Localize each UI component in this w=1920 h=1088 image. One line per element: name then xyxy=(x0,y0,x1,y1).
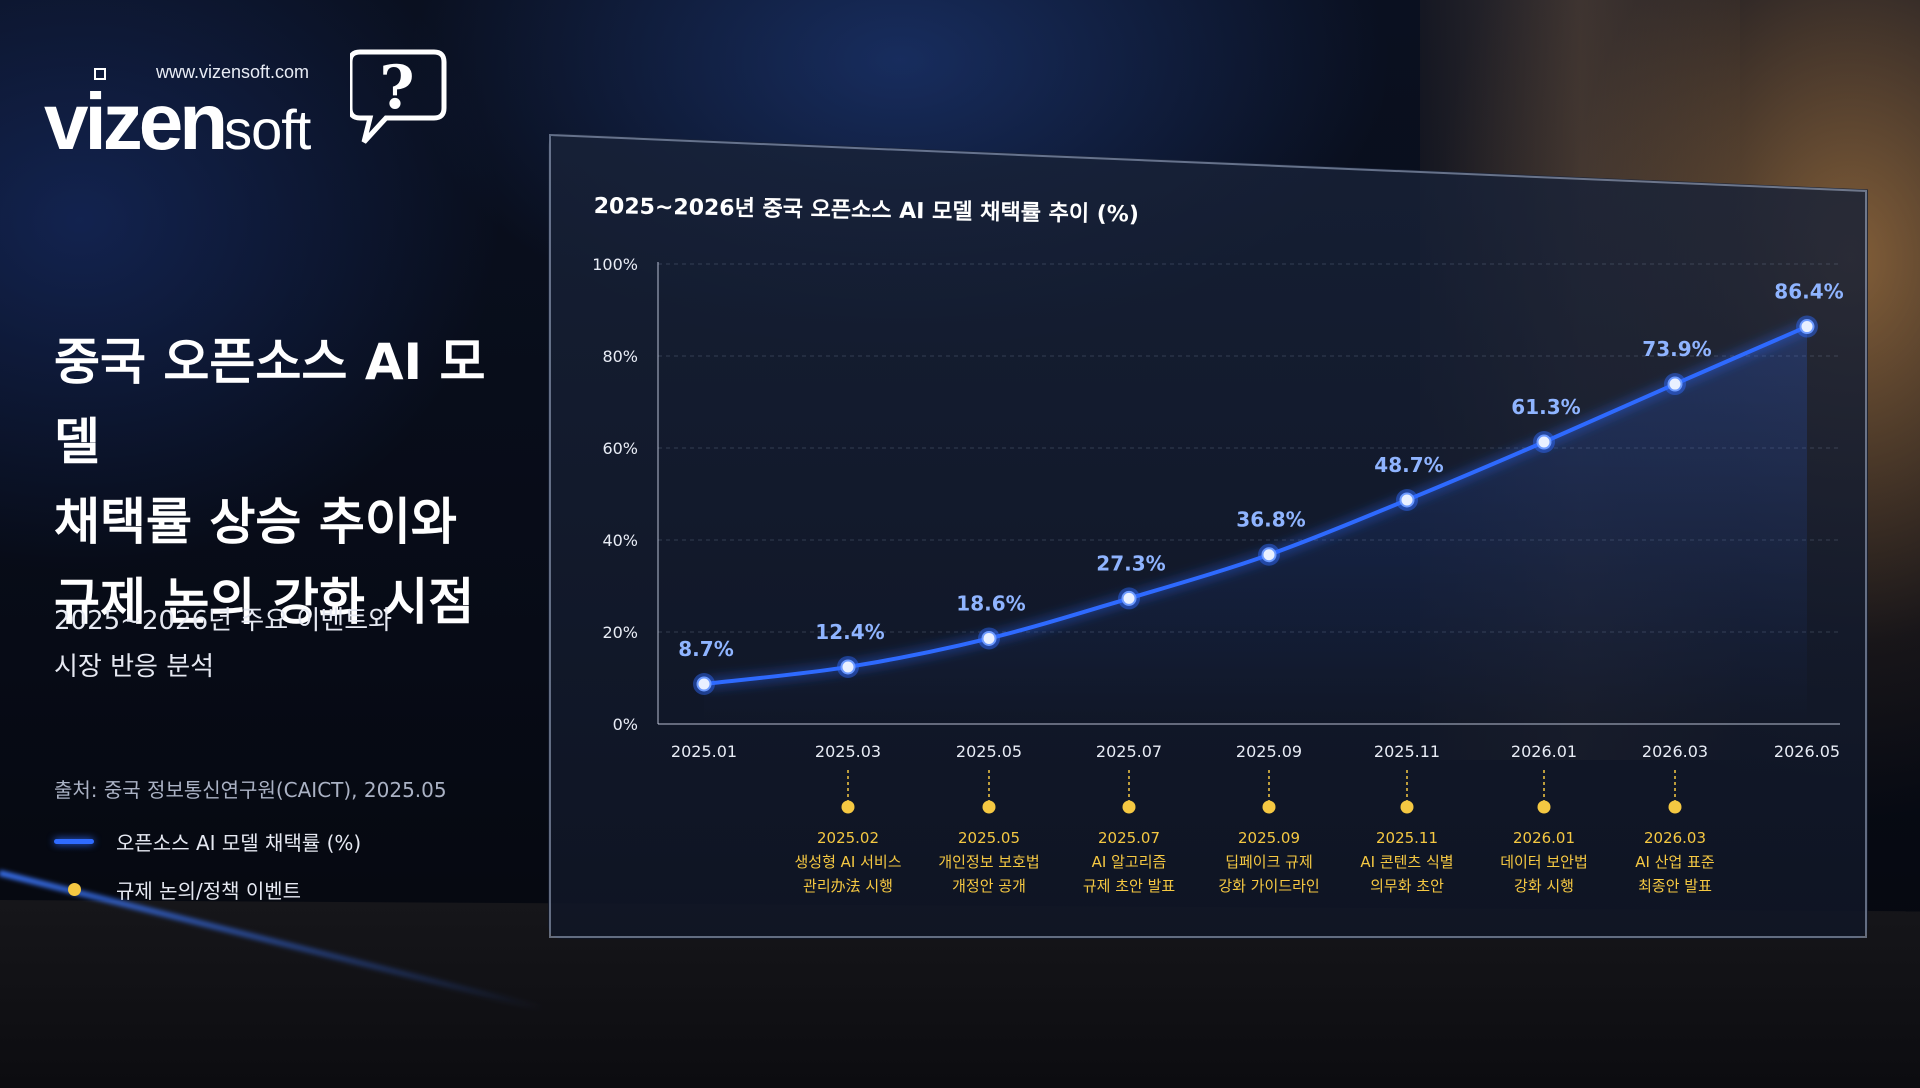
y-tick-label: 100% xyxy=(592,255,638,274)
event-label-line: 2026.03 xyxy=(1644,829,1706,847)
subheading-line-1: 2025~2026년 주요 이벤트와 xyxy=(54,606,393,636)
event-label-line: 2025.07 xyxy=(1098,829,1160,847)
x-tick-label: 2025.03 xyxy=(815,742,881,761)
event-label-line: 2025.02 xyxy=(817,829,879,847)
data-value-label: 73.9% xyxy=(1642,337,1711,361)
event-label-line: AI 산업 표준 xyxy=(1635,853,1715,871)
data-point xyxy=(1261,547,1277,563)
brand-logo: www.vizensoft.com vizensoft ? xyxy=(44,44,464,166)
event-label-line: 규제 초안 발표 xyxy=(1083,877,1176,895)
event-label-line: 관리办法 시행 xyxy=(803,877,893,895)
legend-dot-swatch xyxy=(68,883,81,896)
event-marker xyxy=(1668,800,1682,814)
data-point xyxy=(1121,590,1137,606)
x-tick-label: 2025.09 xyxy=(1236,742,1302,761)
data-point xyxy=(1536,434,1552,450)
event-marker xyxy=(1400,800,1414,814)
data-point xyxy=(840,659,856,675)
event-label-line: 생성형 AI 서비스 xyxy=(794,853,901,871)
legend-policy-events: 규제 논의/정책 이벤트 xyxy=(54,875,301,904)
point-layer: 8.7% 12.4% 18.6% 27.3% 36.8% 48.7% 61.3% 73.9% 8… xyxy=(678,280,1844,695)
x-tick-label: 2025.11 xyxy=(1374,742,1440,761)
subheading-line-2: 시장 반응 분석 xyxy=(54,652,215,682)
data-point xyxy=(1799,319,1815,335)
data-value-label: 48.7% xyxy=(1374,453,1443,477)
logo-word-light: soft xyxy=(224,98,311,161)
data-value-label: 18.6% xyxy=(956,591,1025,615)
x-tick-label: 2026.01 xyxy=(1511,742,1577,761)
logo-dot xyxy=(94,68,106,80)
event-marker xyxy=(1537,800,1551,814)
y-tick-label: 60% xyxy=(602,439,638,458)
area-layer xyxy=(704,326,1807,724)
logo-url: www.vizensoft.com xyxy=(156,62,310,82)
y-tick-label: 80% xyxy=(602,347,638,366)
event-label-line: 개인정보 보호법 xyxy=(938,853,1039,871)
event-label-line: 2026.01 xyxy=(1513,829,1575,847)
subheading: 2025~2026년 주요 이벤트와 시장 반응 분석 xyxy=(54,598,474,690)
event-marker xyxy=(841,800,855,814)
data-point xyxy=(1399,492,1415,508)
event-label-line: 최종안 발표 xyxy=(1638,877,1712,895)
event-label-line: 개정안 공개 xyxy=(952,877,1026,895)
headline-line-2: 채택률 상승 추이와 xyxy=(54,493,457,551)
event-marker xyxy=(982,800,996,814)
event-label-line: AI 콘텐츠 식별 xyxy=(1360,853,1453,871)
data-value-label: 86.4% xyxy=(1774,280,1843,304)
event-label-line: 딥페이크 규제 xyxy=(1225,853,1313,871)
y-tick-label: 40% xyxy=(602,531,638,550)
event-label-line: 강화 가이드라인 xyxy=(1218,877,1319,895)
event-label-line: 2025.11 xyxy=(1376,829,1438,847)
legend-dot-label: 규제 논의/정책 이벤트 xyxy=(116,879,302,903)
x-tick-label: 2025.05 xyxy=(956,742,1022,761)
legend-line-swatch xyxy=(54,839,94,844)
y-tick-label: 0% xyxy=(613,715,638,734)
event-label-line: 의무화 초안 xyxy=(1370,877,1444,895)
x-tick-label: 2025.07 xyxy=(1096,742,1162,761)
legend-line-label: 오픈소스 AI 모델 채택률 (%) xyxy=(116,831,362,855)
data-value-label: 27.3% xyxy=(1096,551,1165,575)
data-value-label: 8.7% xyxy=(678,637,733,661)
headline: 중국 오픈소스 AI 모델 채택률 상승 추이와 규제 논의 강화 시점 xyxy=(54,322,514,642)
logo-wordmark: vizensoft xyxy=(44,76,311,168)
event-label-line: 데이터 보안법 xyxy=(1500,853,1588,871)
data-value-label: 36.8% xyxy=(1236,508,1305,532)
source-note: 출처: 중국 정보통신연구원(CAICT), 2025.05 xyxy=(54,778,447,802)
event-label-line: AI 알고리즘 xyxy=(1092,853,1167,871)
event-marker xyxy=(1262,800,1276,814)
headline-line-1: 중국 오픈소스 AI 모델 xyxy=(54,333,486,471)
legend-adoption-rate: 오픈소스 AI 모델 채택률 (%) xyxy=(54,827,361,856)
speech-bubble-icon: ? xyxy=(350,49,447,144)
data-value-label: 61.3% xyxy=(1511,395,1580,419)
headline-line-3: 규제 논의 강화 시점 xyxy=(54,573,475,631)
x-tick-label: 2026.03 xyxy=(1642,742,1708,761)
data-point xyxy=(696,676,712,692)
event-label-line: 2025.05 xyxy=(958,829,1020,847)
event-marker xyxy=(1122,800,1136,814)
x-tick-label: 2026.05 xyxy=(1774,742,1840,761)
data-point xyxy=(1667,376,1683,392)
logo-word-bold: vizen xyxy=(44,77,228,166)
event-label-line: 2025.09 xyxy=(1238,829,1300,847)
adoption-area xyxy=(704,326,1807,724)
logo-question-mark: ? xyxy=(379,53,414,123)
x-tick-label: 2025.01 xyxy=(671,742,737,761)
data-value-label: 12.4% xyxy=(815,620,884,644)
event-label-line: 강화 시행 xyxy=(1514,877,1574,895)
data-point xyxy=(981,630,997,646)
y-tick-label: 20% xyxy=(602,623,638,642)
